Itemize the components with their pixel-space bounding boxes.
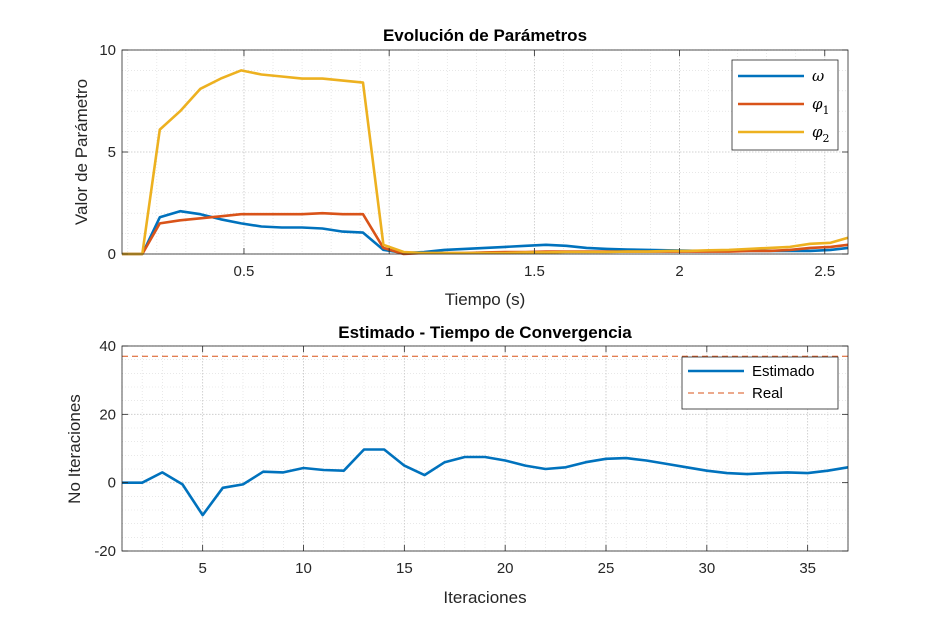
legend-label: ω <box>812 67 824 85</box>
x-tick-label: 20 <box>497 560 514 577</box>
x-tick-label: 15 <box>396 560 413 577</box>
y-tick-label: -20 <box>94 543 116 560</box>
ticks: 0.5 1 1.5 2 2.5 0 5 10 <box>99 42 848 280</box>
series-line-0 <box>122 448 849 517</box>
x-tick-label: 35 <box>799 560 816 577</box>
series-line-2 <box>122 69 849 256</box>
y-axis-label: No Iteraciones <box>65 394 84 504</box>
legend: Estimado Real <box>681 356 839 410</box>
y-tick-label: 10 <box>99 42 116 59</box>
y-tick-label: 40 <box>99 338 116 355</box>
x-tick-label: 2.5 <box>814 263 835 280</box>
series-lines <box>122 355 849 517</box>
x-tick-label: 30 <box>698 560 715 577</box>
x-tick-label: 2 <box>675 263 683 280</box>
axes-box <box>121 345 849 552</box>
legend-label: Real <box>752 385 783 402</box>
chart-title: Estimado - Tiempo de Convergencia <box>338 323 632 342</box>
y-tick-label: 0 <box>108 246 116 263</box>
y-tick-label: 20 <box>99 406 116 423</box>
ticks: 5 10 15 20 25 30 35 -20 0 20 40 <box>94 338 848 577</box>
x-tick-label: 10 <box>295 560 312 577</box>
x-tick-label: 5 <box>198 560 206 577</box>
legend-label: Estimado <box>752 363 815 380</box>
x-axis-label: Tiempo (s) <box>445 290 526 309</box>
y-tick-label: 5 <box>108 144 116 161</box>
y-axis-label: Valor de Parámetro <box>72 79 91 225</box>
legend-box <box>681 356 839 410</box>
x-tick-label: 25 <box>598 560 615 577</box>
x-tick-label: 1 <box>385 263 393 280</box>
x-tick-label: 0.5 <box>234 263 255 280</box>
x-axis-label: Iteraciones <box>443 588 526 607</box>
chart-title: Evolución de Parámetros <box>383 26 587 45</box>
chart-convergence: 5 10 15 20 25 30 35 -20 0 20 40 Estimado - Tiempo … <box>65 323 849 607</box>
x-tick-label: 1.5 <box>524 263 545 280</box>
series-lines <box>122 69 849 256</box>
y-tick-label: 0 <box>108 475 116 492</box>
